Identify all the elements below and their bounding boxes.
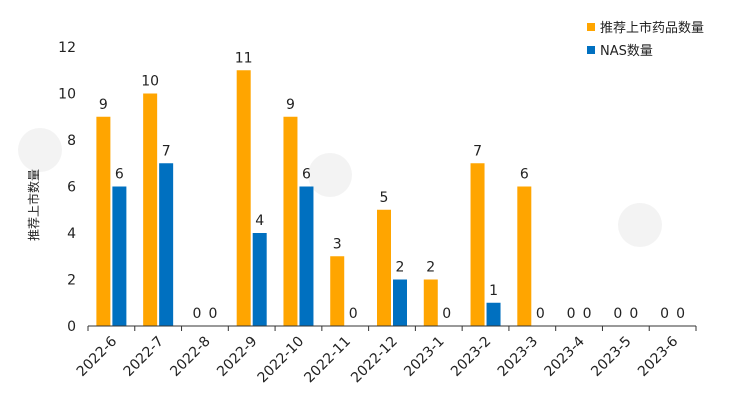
data-label: 7 — [162, 143, 171, 159]
y-axis: 0 2 4 6 8 10 12 — [58, 40, 76, 335]
data-label: 11 — [235, 50, 253, 66]
data-label: 0 — [208, 306, 217, 322]
data-label: 5 — [380, 190, 389, 206]
y-tick-label: 4 — [67, 226, 76, 242]
bar-recommended — [330, 256, 345, 326]
bar-nas — [486, 302, 501, 326]
bar-nas — [112, 186, 127, 326]
x-tick-label: 2022-7 — [121, 334, 167, 380]
x-tick-label: 2023-2 — [448, 334, 494, 380]
data-label: 1 — [489, 283, 498, 299]
y-tick-label: 10 — [58, 87, 76, 103]
y-axis-label: 推荐上市数量 — [26, 169, 41, 241]
bar-nas — [299, 186, 314, 326]
y-tick-label: 8 — [67, 133, 76, 149]
bar-recommended — [236, 70, 251, 326]
bar-nas — [393, 279, 407, 326]
x-axis: 2022-6 2022-7 2022-8 2022-92022-102022-1120… — [74, 325, 697, 387]
bar-recommended — [377, 209, 391, 326]
data-label: 6 — [520, 167, 529, 183]
data-label: 2 — [396, 260, 405, 276]
legend-swatch — [587, 46, 595, 54]
bar-recommended — [143, 93, 158, 326]
data-label: 3 — [333, 236, 342, 252]
data-label: 6 — [302, 167, 311, 183]
data-label: 0 — [629, 306, 638, 322]
x-tick-label: 2022-10 — [255, 334, 308, 387]
bar-nas — [252, 233, 267, 326]
y-tick-label: 6 — [67, 180, 76, 196]
x-tick-label: 2022-6 — [74, 333, 120, 379]
x-tick-label: 2023-4 — [542, 333, 588, 379]
x-tick-label: 2023-6 — [635, 333, 681, 379]
y-tick-label: 2 — [67, 273, 76, 289]
data-label: 0 — [676, 306, 685, 322]
data-label: 0 — [567, 306, 576, 322]
data-label: 0 — [613, 306, 622, 322]
data-label: 7 — [473, 143, 482, 159]
data-label: 0 — [349, 306, 358, 322]
legend: 推荐上市药品数量 NAS数量 — [587, 20, 704, 59]
x-tick-label: 2022-9 — [214, 334, 260, 380]
x-tick-label: 2023-1 — [401, 334, 447, 380]
data-label: 6 — [115, 167, 124, 183]
data-label: 2 — [426, 260, 435, 276]
data-label: 9 — [99, 97, 108, 113]
x-tick-label: 2023-3 — [495, 334, 541, 380]
data-label: 0 — [536, 306, 545, 322]
x-tick-label: 2022-11 — [301, 334, 354, 387]
data-label: 10 — [141, 74, 159, 90]
bar-recommended — [96, 116, 111, 326]
legend-swatch — [587, 23, 595, 31]
x-tick-label: 2023-5 — [588, 334, 634, 380]
data-label: 4 — [255, 213, 264, 229]
bar-recommended — [423, 279, 438, 326]
data-label: 0 — [660, 306, 669, 322]
y-tick-label: 12 — [58, 40, 76, 56]
y-tick-label: 0 — [67, 319, 76, 335]
x-tick-label: 2022-12 — [348, 334, 401, 387]
bar-recommended — [470, 163, 485, 326]
data-label: 0 — [442, 306, 451, 322]
bar-recommended — [283, 116, 298, 326]
x-tick-label: 2022-8 — [167, 334, 213, 380]
watermark — [18, 128, 662, 247]
data-label: 0 — [583, 306, 592, 322]
bar-recommended — [517, 186, 532, 326]
data-label: 0 — [192, 306, 201, 322]
legend-label: NAS数量 — [600, 44, 653, 59]
legend-label: 推荐上市药品数量 — [600, 20, 704, 36]
data-label: 9 — [286, 97, 295, 113]
bar-nas — [159, 163, 174, 326]
